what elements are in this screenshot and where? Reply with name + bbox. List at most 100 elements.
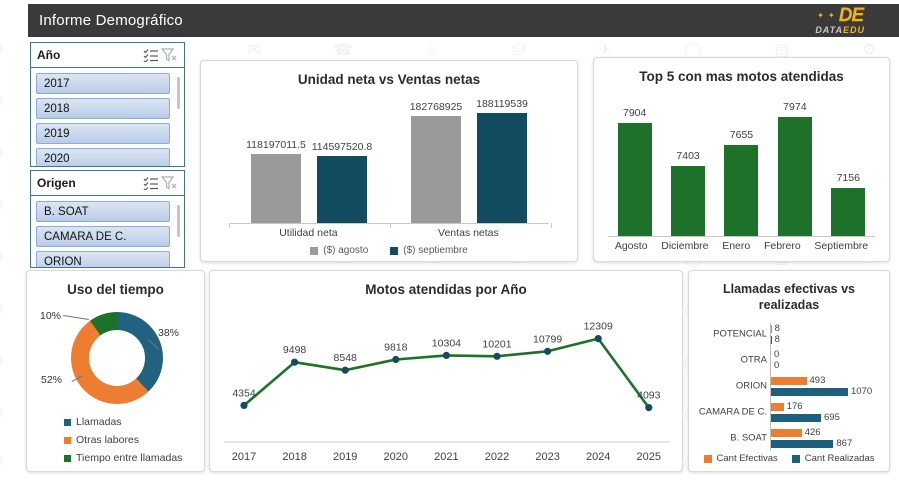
slicer-origen-scrollbar[interactable] <box>177 205 180 237</box>
multi-select-icon[interactable] <box>142 47 160 63</box>
chart-legend: Cant Efectivas Cant Realizadas <box>689 453 889 464</box>
point-value-label: 10201 <box>482 338 511 350</box>
slicer-item-b-soat[interactable]: B. SOAT <box>36 201 170 222</box>
donut-percent-label: 52% <box>41 374 63 386</box>
legend-label: Otras labores <box>76 434 140 446</box>
bar-value-label: 118197011.5 <box>246 138 306 151</box>
bar-line: 0 <box>771 361 779 370</box>
slicer-ano-title: Año <box>37 48 61 62</box>
year-axis-label: 2023 <box>535 451 559 463</box>
bar-value-label: 114597520.8 <box>311 140 373 153</box>
card-top5-motos: Top 5 con mas motos atendidas 7904 7403 76… <box>593 57 890 262</box>
legend-item: Tiempo entre llamadas <box>64 452 182 464</box>
clear-filter-icon[interactable] <box>160 175 178 191</box>
donut-percent-label: 10% <box>40 310 62 322</box>
year-axis-label: 2017 <box>232 451 256 463</box>
slicer-item-camara-de-c-[interactable]: CAMARA DE C. <box>36 226 170 247</box>
clear-filter-icon[interactable] <box>160 47 178 63</box>
bar: 7974 <box>777 101 812 236</box>
category-label: ORION <box>735 380 767 392</box>
point-value-label: 10799 <box>533 333 562 345</box>
line-chart: 4354 2017 9498 2018 8548 2019 9818 2020 10304 202… <box>224 321 670 463</box>
chart-legend: ($) agosto ($) septiembre <box>201 245 577 256</box>
bar: 182768925 <box>410 101 462 223</box>
logo-sparkles-icon: ✦ ✦ <box>817 10 836 20</box>
legend-item: ($) agosto <box>310 245 368 256</box>
multi-select-icon[interactable] <box>142 175 160 191</box>
slicer-item-2018[interactable]: 2018 <box>36 98 170 119</box>
slicer-origen-items: B. SOAT CAMARA DE C. ORION <box>31 196 184 267</box>
data-point-marker <box>240 401 248 409</box>
year-axis-label: 2021 <box>434 451 458 463</box>
bar-line: 8 <box>771 335 780 344</box>
bar-rect <box>771 402 784 411</box>
bar-group: 182768925 188119539 <box>410 98 528 223</box>
bar-value-label: 7156 <box>836 171 860 184</box>
bar-line: 1070 <box>771 387 872 396</box>
bar-rect <box>477 113 527 223</box>
point-value-label: 10304 <box>432 337 461 349</box>
bar-pair: 176 695 <box>771 402 840 422</box>
bar: 114597520.8 <box>312 106 372 223</box>
bar-value-label: 867 <box>836 437 853 449</box>
point-value-label: 8548 <box>334 352 358 364</box>
data-point-marker <box>291 358 299 366</box>
legend-swatch <box>64 436 71 444</box>
category-label: Ventas netas <box>438 227 499 239</box>
bar-rect <box>771 439 834 448</box>
slicer-ano-scrollbar[interactable] <box>177 77 180 109</box>
category-label: Septiembre <box>814 240 869 252</box>
card-motos-por-ano: Motos atendidas por Año 4354 2017 9498 2018… <box>209 270 683 472</box>
bar-line: 867 <box>771 439 852 448</box>
year-axis-label: 2024 <box>586 451 610 463</box>
data-point-marker <box>392 355 400 364</box>
slicer-item-2019[interactable]: 2019 <box>36 123 170 144</box>
legend-label: Cant Efectivas <box>716 453 778 464</box>
year-axis-label: 2018 <box>282 451 306 463</box>
bar-rect <box>771 387 848 396</box>
category-label: Enero <box>722 240 751 252</box>
chart-title: Motos atendidas por Año <box>365 282 527 297</box>
chart-title: Top 5 con mas motos atendidas <box>639 69 844 84</box>
legend-item: Llamadas <box>64 416 182 428</box>
logo-text-data: DATA <box>815 25 843 35</box>
point-value-label: 9818 <box>384 342 408 354</box>
category-row: ORION 493 1070 <box>695 373 885 399</box>
data-point-marker <box>594 335 602 343</box>
category-label: B. SOAT <box>730 432 767 444</box>
bar-rect <box>771 376 807 385</box>
data-point-marker <box>544 347 552 355</box>
chart-title: Unidad neta vs Ventas netas <box>297 72 481 87</box>
bar-rect <box>671 166 706 236</box>
bar-pair: 426 867 <box>771 428 852 448</box>
bar: 118197011.5 <box>246 106 306 223</box>
bar-value-label: 182768925 <box>409 101 463 114</box>
donut-percent-label: 38% <box>158 327 180 339</box>
page-title: Informe Demográfico <box>39 12 183 29</box>
category-label: Diciembre <box>661 240 709 252</box>
slicer-origen: Origen B. SOAT CAMARA DE C. ORION <box>30 170 185 268</box>
year-axis-label: 2020 <box>384 451 408 463</box>
bar-value-label: 7655 <box>729 128 754 141</box>
legend-swatch <box>390 246 399 255</box>
data-point-marker <box>341 366 349 374</box>
card-llamadas-efectivas: Llamadas efectivas vs realizadas POTENCI… <box>688 270 890 472</box>
legend-item: ($) septiembre <box>390 245 468 256</box>
data-point-marker <box>442 351 450 359</box>
chart-legend: Llamadas Otras labores Tiempo entre llamad… <box>64 416 182 464</box>
bar-value-label: 176 <box>786 400 803 412</box>
category-row: POTENCIAL 8 8 <box>695 321 885 347</box>
bar-rect <box>411 116 461 223</box>
point-value-label: 4354 <box>232 387 256 399</box>
slicer-item-2017[interactable]: 2017 <box>36 73 170 94</box>
category-label: POTENCIAL <box>713 328 767 340</box>
grouped-bar-plot: 118197011.5 114597520.8 182768925 188119539 <box>229 98 549 224</box>
legend-item: Cant Efectivas <box>703 453 778 464</box>
category-label: Utilidad neta <box>279 227 338 239</box>
slicer-item-orion[interactable]: ORION <box>36 251 170 267</box>
logo-text-edu: EDU <box>842 25 865 35</box>
chart-title: Llamadas efectivas vs realizadas <box>722 282 856 313</box>
slicer-item-2020[interactable]: 2020 <box>36 148 170 166</box>
bar-rect <box>317 156 367 223</box>
bar-value-label: 7974 <box>783 100 807 113</box>
